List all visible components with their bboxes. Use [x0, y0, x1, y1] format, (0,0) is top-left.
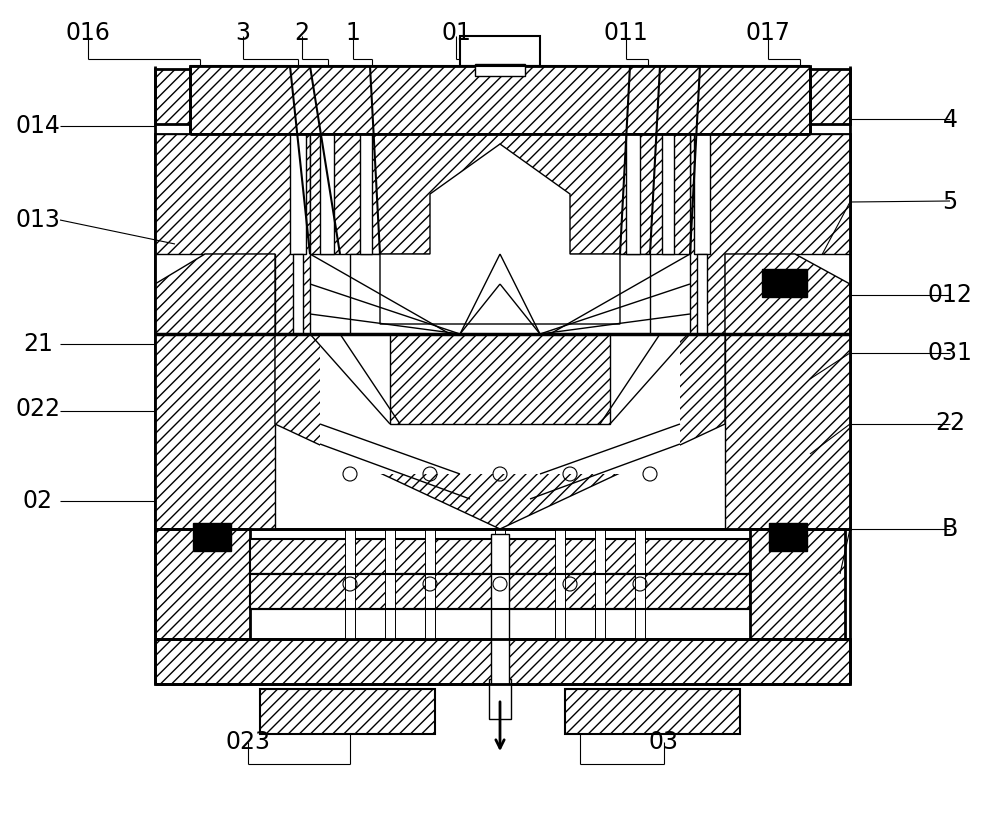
Bar [155, 134, 850, 334]
Bar [155, 639, 850, 684]
Bar [250, 539, 750, 574]
Polygon shape [155, 254, 275, 334]
Text: 02: 02 [23, 488, 53, 513]
Text: B: B [942, 517, 958, 541]
Bar [155, 69, 190, 124]
Bar [250, 574, 750, 609]
Bar [762, 269, 807, 297]
Bar [626, 134, 640, 254]
Text: 3: 3 [236, 20, 250, 45]
Bar [694, 134, 710, 254]
Bar [491, 534, 509, 684]
Bar [750, 529, 845, 639]
Bar [425, 529, 435, 639]
Bar [155, 254, 275, 334]
Bar [460, 36, 540, 66]
Text: 21: 21 [23, 332, 53, 357]
Text: 014: 014 [16, 114, 60, 138]
Text: 2: 2 [294, 20, 310, 45]
Bar [475, 64, 525, 76]
Bar [769, 523, 807, 551]
Polygon shape [380, 144, 620, 324]
Text: 22: 22 [935, 411, 965, 435]
Text: 5: 5 [942, 190, 958, 214]
Bar [662, 134, 674, 254]
Bar [555, 529, 565, 639]
Polygon shape [275, 334, 725, 529]
Bar [725, 254, 850, 334]
Bar [320, 134, 334, 254]
Polygon shape [155, 334, 275, 529]
Bar [350, 254, 650, 334]
Bar [320, 334, 680, 474]
Text: 031: 031 [928, 341, 972, 365]
Text: 4: 4 [942, 107, 958, 132]
Bar [360, 134, 372, 254]
Bar [155, 334, 850, 529]
Bar [190, 66, 810, 134]
Text: 012: 012 [928, 282, 972, 307]
Text: 1: 1 [346, 20, 360, 45]
Text: 03: 03 [649, 730, 679, 755]
Polygon shape [390, 334, 610, 424]
Bar [697, 254, 707, 334]
Bar [293, 254, 303, 334]
Text: 017: 017 [746, 20, 790, 45]
Bar [155, 529, 250, 639]
Polygon shape [690, 134, 850, 334]
Bar [290, 134, 306, 254]
Bar [810, 69, 850, 124]
Bar [635, 529, 645, 639]
Bar [193, 523, 231, 551]
Text: 011: 011 [604, 20, 648, 45]
Text: 023: 023 [226, 730, 270, 755]
Text: 022: 022 [16, 397, 60, 422]
Text: 013: 013 [16, 208, 60, 232]
Text: 016: 016 [66, 20, 110, 45]
Bar [565, 689, 740, 734]
Polygon shape [310, 134, 690, 254]
Bar [385, 529, 395, 639]
Polygon shape [725, 254, 850, 334]
Text: 01: 01 [441, 20, 471, 45]
Bar [489, 679, 511, 719]
Bar [595, 529, 605, 639]
Polygon shape [155, 134, 310, 334]
Polygon shape [725, 334, 850, 529]
Bar [495, 529, 505, 639]
Bar [260, 689, 435, 734]
Bar [345, 529, 355, 639]
